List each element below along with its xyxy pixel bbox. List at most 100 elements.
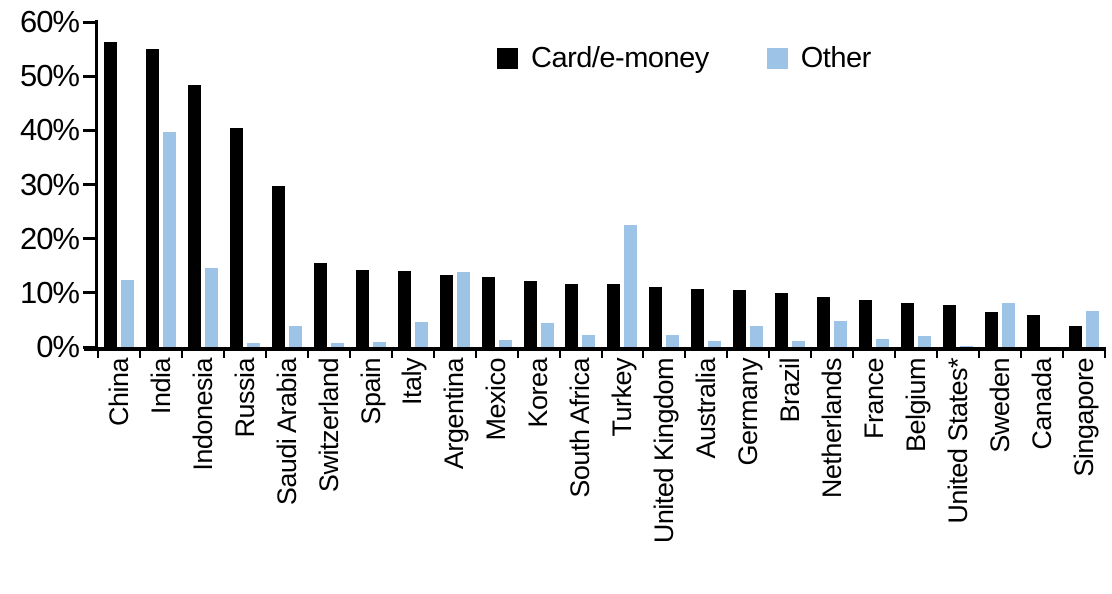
x-label-cell: Sweden bbox=[979, 358, 1021, 594]
x-label-cell: Australia bbox=[685, 358, 727, 594]
bar-other bbox=[792, 341, 806, 347]
x-label-cell: Italy bbox=[392, 358, 434, 594]
bar-other bbox=[372, 342, 386, 347]
bar-card-e-money bbox=[523, 280, 537, 347]
x-tick bbox=[978, 351, 981, 358]
x-axis-labels: China India Indonesia Russia Saudi Arabia Swi… bbox=[98, 358, 1105, 594]
x-label-cell: South Africa bbox=[559, 358, 601, 594]
bar-group-argentina bbox=[434, 22, 476, 347]
x-axis-line bbox=[84, 347, 1106, 351]
bar-group-russia bbox=[224, 22, 266, 347]
bar-card-e-money bbox=[439, 274, 453, 347]
x-label-cell: Brazil bbox=[769, 358, 811, 594]
legend-label: Other bbox=[800, 42, 872, 74]
x-tick bbox=[558, 351, 561, 358]
y-tick-label: 0% bbox=[36, 329, 80, 364]
bar-group-turkey bbox=[601, 22, 643, 347]
x-label: South Africa bbox=[565, 358, 596, 498]
x-label: Indonesia bbox=[187, 358, 218, 471]
bar-other bbox=[498, 339, 512, 347]
x-tick bbox=[264, 351, 267, 358]
bar-other bbox=[582, 334, 596, 347]
bar-group-sweden bbox=[979, 22, 1021, 347]
x-label-cell: Spain bbox=[350, 358, 392, 594]
bar-card-e-money bbox=[1068, 325, 1082, 347]
x-tick bbox=[390, 351, 393, 358]
bar-card-e-money bbox=[271, 185, 285, 347]
bar-group-netherlands bbox=[811, 22, 853, 347]
bar-card-e-money bbox=[859, 300, 873, 347]
bar-card-e-money bbox=[607, 284, 621, 347]
x-label: Belgium bbox=[900, 358, 931, 453]
x-tick bbox=[1020, 351, 1023, 358]
bar-group-south-africa bbox=[559, 22, 601, 347]
bar-other bbox=[918, 336, 932, 347]
bar-group-indonesia bbox=[182, 22, 224, 347]
bar-group-korea bbox=[518, 22, 560, 347]
bar-group-france bbox=[853, 22, 895, 347]
bar-group-brazil bbox=[769, 22, 811, 347]
x-label: United States* bbox=[942, 358, 973, 524]
x-label-cell: Korea bbox=[518, 358, 560, 594]
bar-group-switzerland bbox=[308, 22, 350, 347]
x-label: Brazil bbox=[775, 358, 806, 423]
bar-card-e-money bbox=[313, 262, 327, 347]
y-tick-label: 30% bbox=[19, 166, 80, 202]
x-tick bbox=[936, 351, 939, 358]
x-label: Italy bbox=[397, 358, 428, 406]
legend-label: Card/e-money bbox=[531, 42, 709, 74]
y-tick bbox=[83, 183, 97, 186]
bar-card-e-money bbox=[565, 283, 579, 347]
bar-group-china bbox=[98, 22, 140, 347]
x-tick bbox=[600, 351, 603, 358]
bar-card-e-money bbox=[649, 286, 663, 347]
x-tick bbox=[222, 351, 225, 358]
x-label-cell: Saudi Arabia bbox=[266, 358, 308, 594]
bar-other bbox=[540, 322, 554, 347]
y-tick bbox=[83, 345, 97, 349]
bar-group-mexico bbox=[476, 22, 518, 347]
x-label: Switzerland bbox=[313, 358, 344, 493]
bar-card-e-money bbox=[984, 311, 998, 347]
bar-other bbox=[1085, 310, 1099, 347]
x-label-cell: India bbox=[140, 358, 182, 594]
x-tick bbox=[768, 351, 771, 358]
x-label: Spain bbox=[355, 358, 386, 425]
x-tick bbox=[852, 351, 855, 358]
x-label: India bbox=[145, 358, 176, 415]
x-label-cell: China bbox=[98, 358, 140, 594]
x-tick bbox=[810, 351, 813, 358]
x-label-cell: France bbox=[853, 358, 895, 594]
bar-card-e-money bbox=[103, 41, 117, 347]
bar-other bbox=[456, 271, 470, 347]
bar-card-e-money bbox=[775, 293, 789, 347]
x-label: Sweden bbox=[984, 358, 1015, 453]
bar-group-spain bbox=[350, 22, 392, 347]
bar-other bbox=[960, 345, 974, 347]
bar-card-e-money bbox=[145, 48, 159, 347]
x-label: Saudi Arabia bbox=[271, 358, 302, 506]
bar-other bbox=[120, 280, 134, 347]
bar-other bbox=[246, 342, 260, 347]
bar-group-saudi-arabia bbox=[266, 22, 308, 347]
x-label: France bbox=[858, 358, 889, 440]
bar-card-e-money bbox=[355, 270, 369, 347]
x-label: Canada bbox=[1026, 358, 1057, 450]
x-label-cell: Singapore bbox=[1063, 358, 1105, 594]
x-label: Argentina bbox=[439, 358, 470, 470]
x-label-cell: Belgium bbox=[895, 358, 937, 594]
x-tick bbox=[1104, 351, 1106, 358]
x-tick bbox=[474, 351, 477, 358]
y-tick-label: 60% bbox=[19, 4, 80, 39]
other-swatch-icon bbox=[766, 48, 788, 69]
bar-other bbox=[624, 224, 638, 347]
bar-other bbox=[876, 339, 890, 347]
bar-card-e-money bbox=[943, 304, 957, 347]
x-label: Korea bbox=[523, 358, 554, 428]
x-label-cell: Mexico bbox=[476, 358, 518, 594]
x-label: United Kingdom bbox=[649, 358, 680, 544]
y-tick-label: 40% bbox=[19, 112, 80, 148]
x-tick bbox=[726, 351, 729, 358]
bar-card-e-money bbox=[733, 289, 747, 347]
